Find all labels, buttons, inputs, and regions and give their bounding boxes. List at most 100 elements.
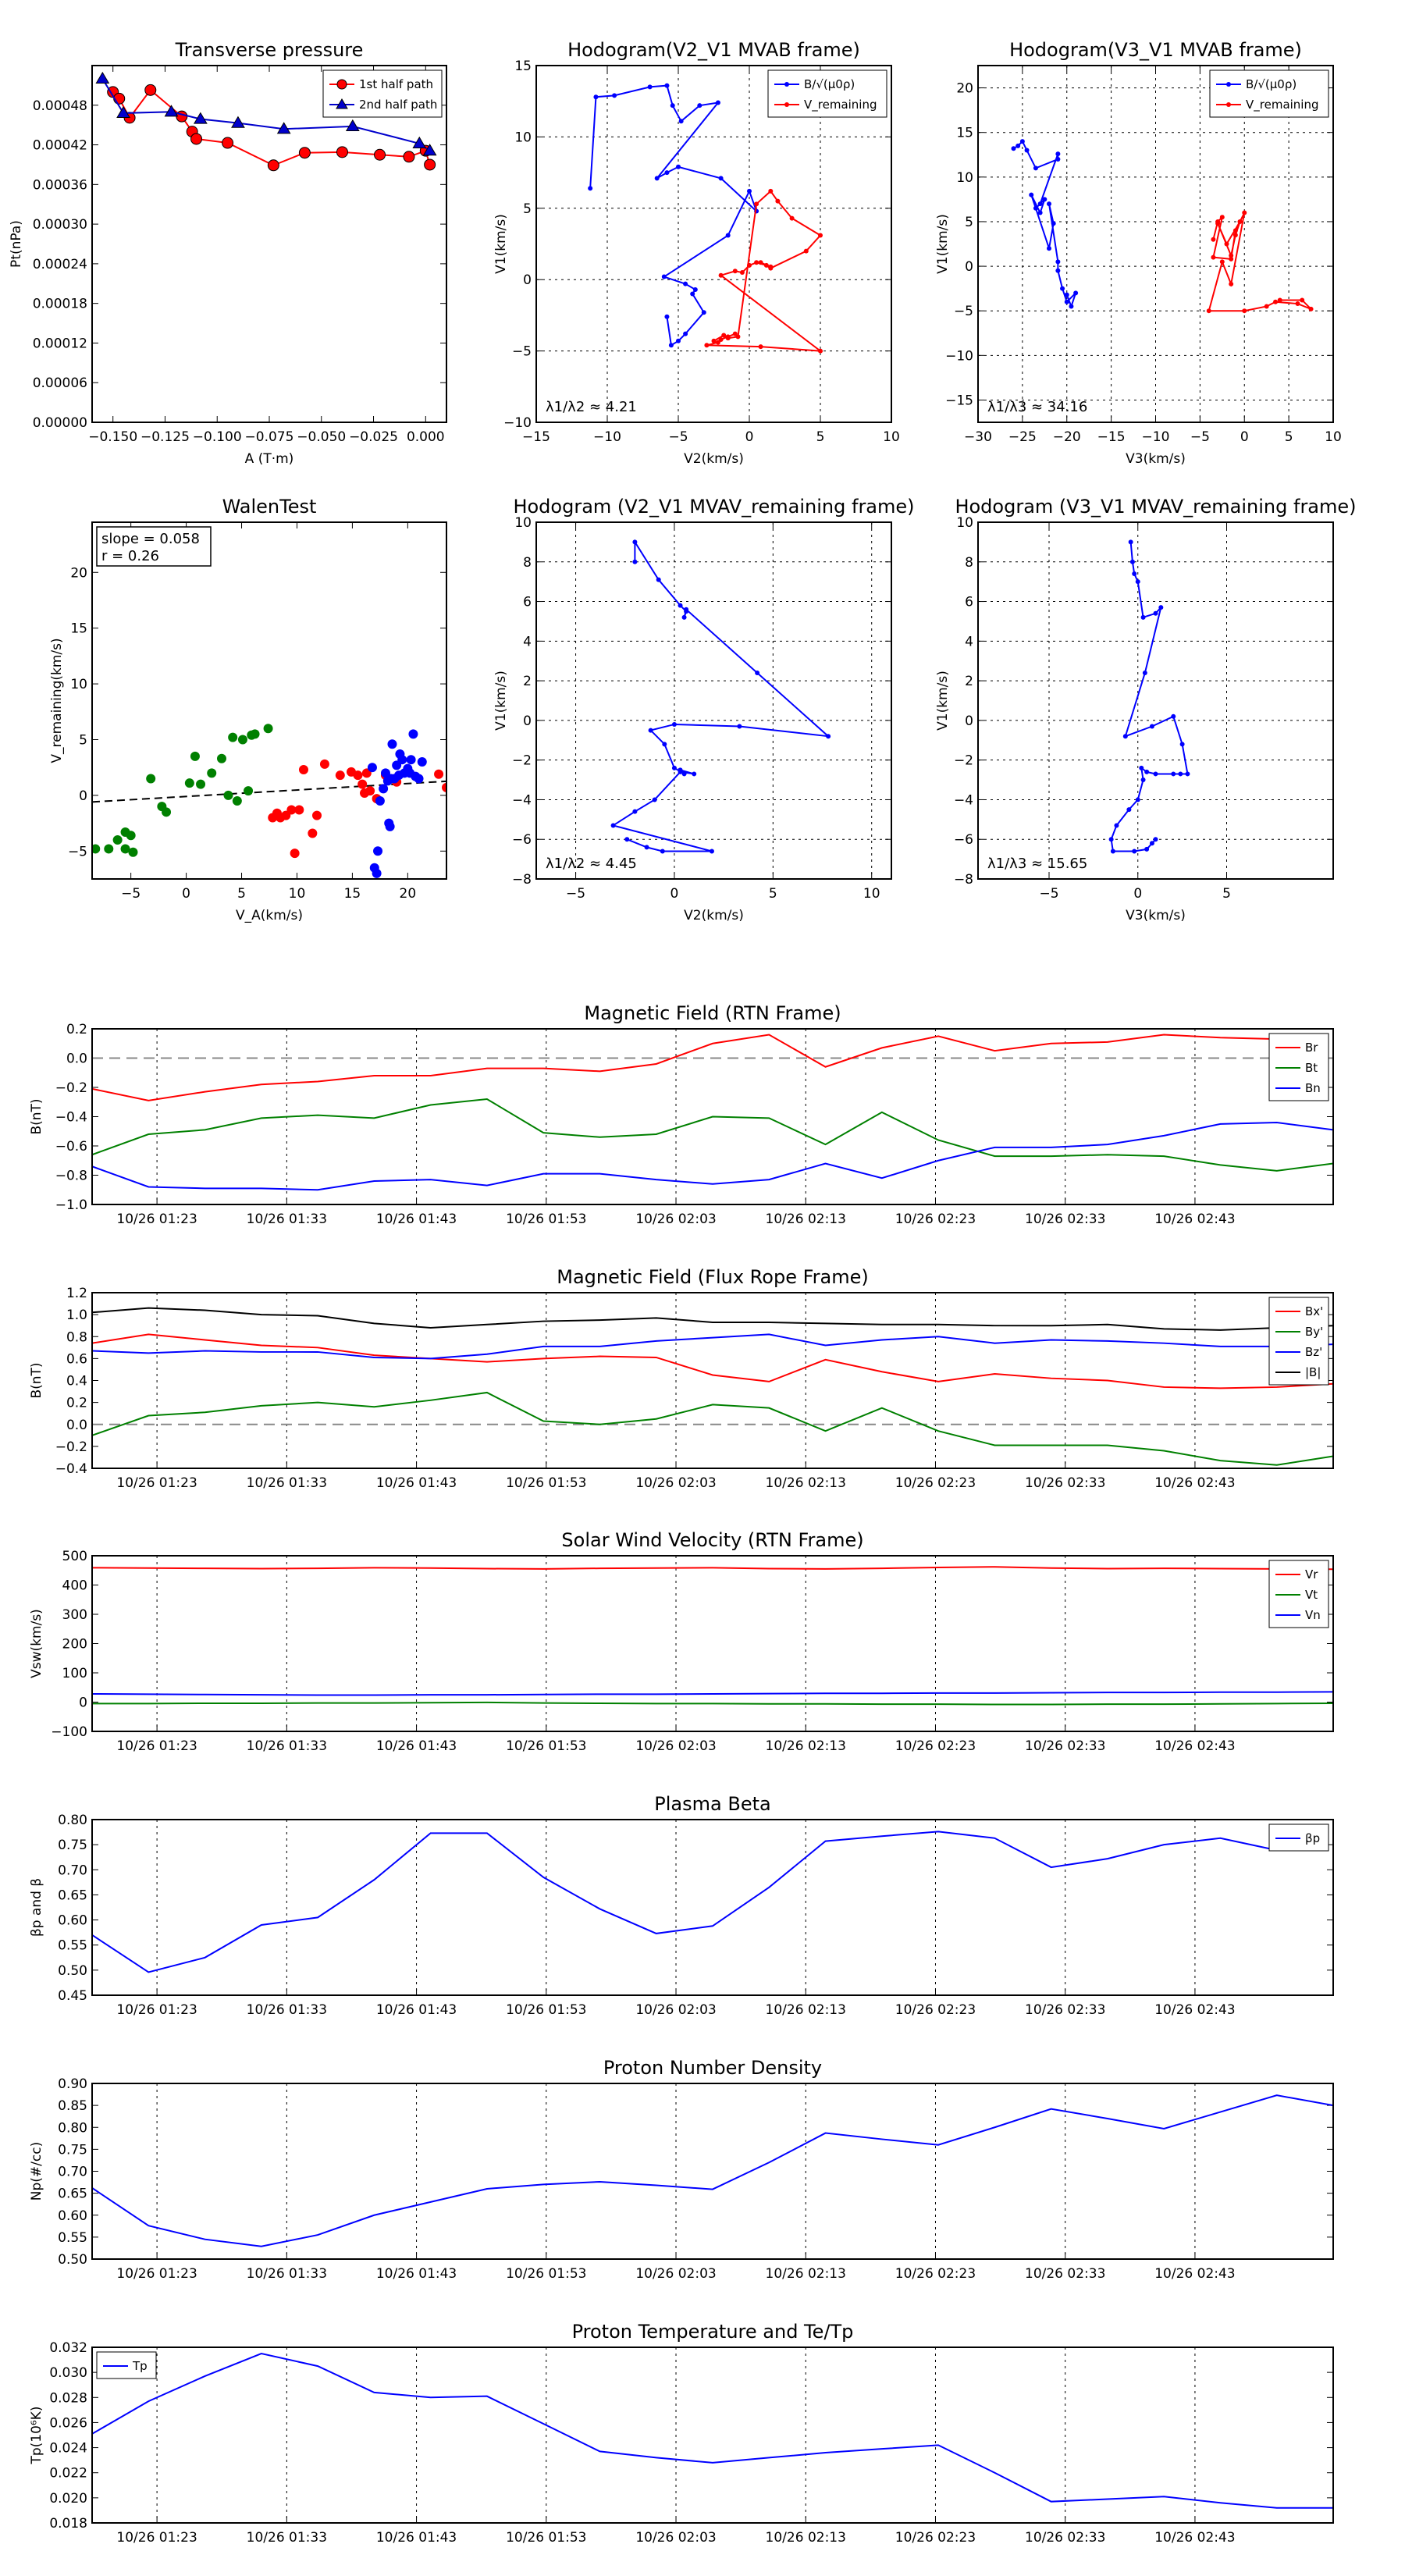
plot-frame — [91, 1819, 1334, 1996]
y-tick-label: 500 — [62, 1549, 87, 1564]
x-tick-label: 10/26 02:33 — [1025, 1475, 1105, 1491]
x-tick-label: 5 — [816, 429, 825, 445]
data-point — [670, 103, 675, 109]
data-point — [612, 93, 617, 98]
chart-tp: Transverse pressure−0.150 −0.125 −0.100 −0.… — [9, 39, 447, 467]
data-point — [758, 344, 763, 350]
data-point — [263, 724, 273, 734]
data-point — [711, 338, 717, 343]
data-point — [1153, 610, 1158, 616]
x-tick-label: 10/26 01:33 — [247, 1475, 327, 1491]
data-point — [1178, 771, 1183, 777]
x-tick-label: 10/26 01:33 — [247, 2530, 327, 2546]
data-point — [732, 331, 738, 336]
data-point — [739, 270, 745, 276]
x-tick-label: 10/26 02:03 — [635, 2002, 716, 2018]
data-point — [632, 809, 638, 814]
plot-frame — [91, 65, 447, 423]
plot-area — [588, 83, 823, 354]
series-line-1 — [92, 1391, 1333, 1466]
data-point — [290, 849, 300, 859]
y-tick-label: −0.4 — [55, 1110, 87, 1126]
x-tick-label: 10/26 02:33 — [1025, 1212, 1105, 1227]
data-point — [1229, 253, 1234, 258]
y-axis-label: Pt(nPa) — [9, 220, 24, 268]
data-point — [379, 784, 389, 794]
data-point — [1232, 233, 1238, 238]
data-point — [697, 103, 702, 109]
data-point — [725, 334, 731, 340]
x-tick-label: 20 — [400, 886, 417, 902]
y-axis-label: B(nT) — [29, 1098, 44, 1134]
data-point — [768, 188, 774, 194]
data-point — [1047, 201, 1051, 207]
chart-ts_vsw: Solar Wind Velocity (RTN Frame) 10/26 01:… — [29, 1529, 1334, 1754]
y-axis-label: Np(#/cc) — [29, 2142, 44, 2201]
data-point — [1273, 299, 1279, 304]
data-point — [1126, 807, 1132, 813]
data-point — [610, 823, 616, 828]
x-tick-label: −5 — [668, 429, 688, 445]
data-point — [676, 338, 681, 343]
y-tick-label: 0.60 — [58, 1913, 87, 1929]
y-tick-label: 0.85 — [58, 2098, 87, 2114]
data-point — [1037, 201, 1043, 207]
y-tick-label: −5 — [68, 844, 87, 859]
y-tick-label: 20 — [70, 565, 87, 581]
data-point — [732, 269, 738, 274]
series-line-0 — [611, 539, 831, 852]
y-tick-label: 0.024 — [49, 2441, 87, 2457]
y-tick-label: 0.030 — [49, 2365, 87, 2381]
legend-label: 2nd half path — [359, 98, 437, 112]
y-tick-label: 0 — [965, 259, 973, 275]
data-point — [664, 314, 670, 319]
data-point — [424, 158, 436, 171]
data-point — [1042, 197, 1048, 202]
y-tick-label: 0.00018 — [33, 297, 87, 312]
x-tick-label: 10 — [289, 886, 306, 902]
legend-box — [767, 69, 887, 118]
data-point — [647, 84, 653, 90]
annotation-text: r = 0.26 — [101, 548, 159, 564]
x-tick-label: 10/26 02:13 — [766, 2266, 846, 2282]
y-tick-label: −10 — [945, 348, 973, 364]
series-line-1 — [92, 1098, 1333, 1172]
data-point — [661, 274, 667, 279]
y-tick-label: −100 — [51, 1724, 87, 1740]
y-tick-label: 10 — [956, 515, 973, 531]
data-point — [1232, 228, 1238, 233]
x-tick-label: 5 — [237, 886, 246, 902]
y-tick-label: −6 — [954, 832, 973, 848]
x-tick-label: −0.025 — [349, 429, 398, 445]
data-point — [422, 144, 437, 156]
data-point — [683, 281, 688, 286]
y-tick-label: −0.6 — [55, 1139, 87, 1155]
plot-frame — [977, 521, 1334, 880]
data-point — [1037, 210, 1043, 215]
data-point — [193, 112, 208, 124]
data-point — [1308, 306, 1314, 311]
chart-h4: Hodogram (V3_V1 MVAV_remaining frame) −5 0… — [935, 496, 1357, 923]
data-point — [1128, 539, 1133, 545]
data-point — [372, 868, 382, 878]
y-tick-label: 4 — [965, 634, 973, 649]
annotation-box — [96, 526, 212, 567]
data-point — [1219, 259, 1225, 265]
data-point — [237, 735, 247, 745]
legend-label: |B| — [1305, 1365, 1321, 1379]
data-point — [387, 739, 397, 749]
x-tick-label: 10/26 01:43 — [376, 1738, 457, 1754]
legend-marker — [1226, 102, 1231, 107]
x-tick-label: −30 — [964, 429, 992, 445]
x-tick-label: 10/26 01:43 — [376, 2530, 457, 2546]
data-point — [1153, 837, 1158, 842]
data-point — [1237, 219, 1243, 224]
y-tick-label: 0.6 — [66, 1351, 87, 1367]
y-tick-label: 0.032 — [49, 2340, 87, 2356]
data-point — [632, 559, 638, 564]
data-point — [593, 94, 599, 100]
x-tick-label: 10/26 02:43 — [1154, 1212, 1235, 1227]
y-tick-label: 0.00036 — [33, 177, 87, 193]
data-point — [648, 728, 653, 733]
data-point — [684, 607, 689, 612]
